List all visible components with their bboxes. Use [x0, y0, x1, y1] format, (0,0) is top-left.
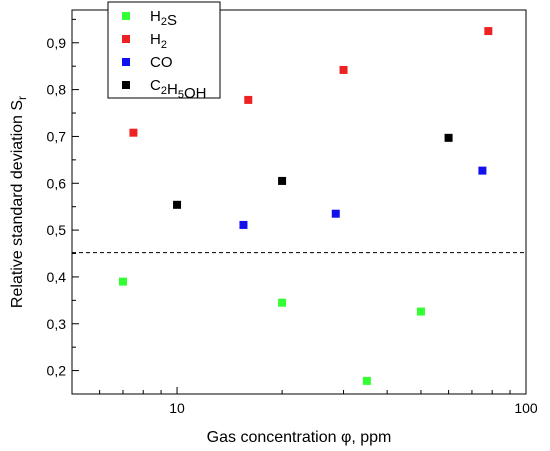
legend-marker-h2s — [122, 12, 130, 20]
plot-frame — [71, 9, 527, 395]
data-point-co — [239, 220, 248, 229]
data-point-co — [331, 209, 340, 218]
data-point-c2h5oh — [173, 200, 182, 209]
data-point-h2s — [362, 376, 371, 385]
legend-label-h2: H2 — [150, 31, 167, 51]
x-tick-label: 100 — [514, 400, 538, 416]
y-axis-ticks: 0,2 0,3 0,4 0,5 0,6 0,7 0,8 0,9 — [47, 18, 79, 395]
legend-marker-co — [122, 58, 130, 66]
legend-label-h2s: H2S — [150, 8, 177, 29]
legend-label-c2h5oh: C2H5OH — [150, 77, 206, 102]
data-point-h2s — [118, 277, 127, 286]
data-point-c2h5oh — [444, 133, 453, 142]
data-points — [118, 27, 493, 385]
y-tick-label: 0,5 — [47, 222, 67, 238]
legend-marker-c2h5oh — [122, 81, 130, 89]
x-axis-label: Gas concentration φ, ppm — [207, 429, 392, 446]
x-axis-ticks: 10 100 — [71, 387, 538, 416]
data-point-h2 — [244, 95, 253, 104]
y-axis-label: Relative standard deviation Sr — [9, 96, 29, 308]
data-point-h2 — [484, 27, 493, 36]
data-point-h2s — [278, 298, 287, 307]
y-tick-label: 0,6 — [47, 175, 67, 191]
data-point-h2 — [129, 128, 138, 137]
y-tick-label: 0,4 — [47, 269, 67, 285]
y-tick-label: 0,3 — [47, 316, 67, 332]
y-tick-label: 0,7 — [47, 128, 67, 144]
x-tick-label: 10 — [169, 400, 185, 416]
legend-label-co: CO — [150, 54, 173, 71]
data-point-co — [478, 166, 487, 175]
data-point-h2 — [339, 65, 348, 74]
y-tick-label: 0,2 — [47, 363, 67, 379]
y-tick-label: 0,8 — [47, 82, 67, 98]
data-point-h2s — [416, 307, 425, 316]
legend-marker-h2 — [122, 35, 130, 43]
y-tick-label: 0,9 — [47, 35, 67, 51]
data-point-c2h5oh — [278, 176, 287, 185]
